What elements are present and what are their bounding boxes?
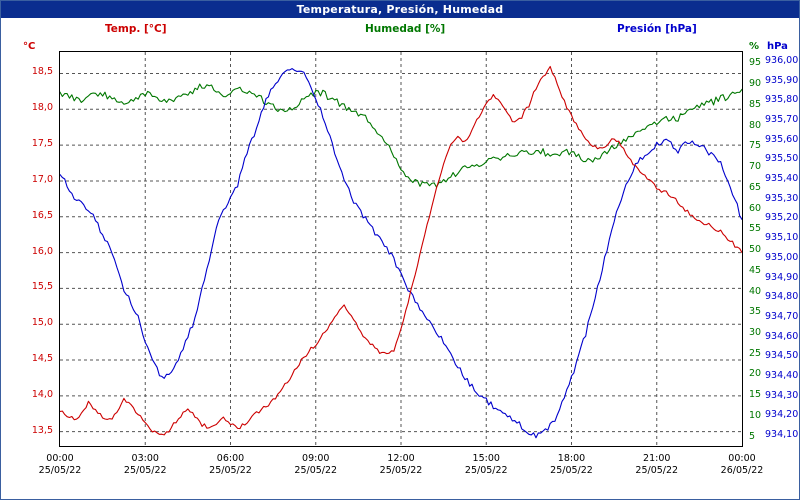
axis-percent-labels: 5 10 15 20 25 30 35 40 45 50 55 60 65 70 75 80 85 90 95 (745, 51, 765, 447)
axis-left-tick: 15,0 (31, 317, 53, 329)
axis-x-tick-time: 06:00 (216, 453, 245, 464)
axis-x-tick: 18:00 25/05/22 (542, 453, 602, 477)
axis-left-tick: 17,0 (31, 173, 53, 185)
axis-hpa-tick: 934,40 (765, 370, 799, 382)
axis-left-tick: 14,0 (31, 388, 53, 400)
axis-percent-tick: 40 (749, 285, 762, 297)
axis-percent-tick: 15 (749, 389, 762, 401)
legend-humidity: Humedad [%] (365, 23, 446, 35)
axis-hpa-tick: 935,20 (765, 212, 799, 224)
plot-area (59, 51, 743, 447)
window-title: Temperatura, Presión, Humedad (1, 1, 799, 18)
axis-x-tick: 03:00 25/05/22 (115, 453, 175, 477)
axis-percent-tick: 50 (749, 244, 762, 256)
axis-percent-tick: 95 (749, 57, 762, 69)
axis-x-tick-date: 25/05/22 (379, 465, 423, 476)
axis-x-tick: 06:00 25/05/22 (201, 453, 261, 477)
axis-hpa-tick: 934,10 (765, 429, 799, 441)
axis-left-tick: 17,5 (31, 138, 53, 150)
axis-hpa-tick: 935,70 (765, 113, 799, 125)
axis-x-tick: 00:00 25/05/22 (30, 453, 90, 477)
chart-canvas (60, 52, 742, 446)
axis-x-tick-time: 09:00 (302, 453, 330, 464)
axis-left-tick: 18,0 (31, 102, 53, 114)
axis-hpa-tick: 934,30 (765, 389, 799, 401)
axis-hpa-labels: 934,10 934,20 934,30 934,40 934,50 934,60 934,… (763, 51, 800, 447)
axis-percent-tick: 60 (749, 202, 762, 214)
axis-left-tick: 13,5 (31, 424, 53, 436)
axis-percent-tick: 80 (749, 119, 762, 131)
axis-percent-tick: 5 (749, 430, 756, 442)
axis-x-tick-date: 25/05/22 (550, 465, 593, 476)
axis-hpa-tick: 935,40 (765, 173, 799, 185)
axis-x-tick-date: 25/05/22 (123, 465, 167, 476)
axis-x-tick-time: 15:00 (472, 453, 500, 464)
axis-percent-tick: 55 (749, 223, 762, 235)
axis-x-tick-time: 00:00 (728, 453, 756, 464)
axis-percent-tick: 90 (749, 78, 762, 90)
axis-left-tick: 18,5 (31, 66, 53, 78)
unit-celsius: °C (23, 41, 36, 52)
axis-x-tick-date: 25/05/22 (38, 465, 82, 476)
axis-percent-tick: 10 (749, 409, 762, 421)
axis-left-tick: 16,0 (31, 245, 53, 257)
axis-percent-tick: 85 (749, 98, 762, 110)
axis-hpa-tick: 934,70 (765, 310, 799, 322)
axis-x-tick-time: 18:00 (557, 453, 586, 464)
axis-x-tick-time: 03:00 (131, 453, 159, 464)
axis-x-tick-date: 25/05/22 (294, 465, 338, 476)
axis-left-tick: 15,5 (31, 281, 53, 293)
axis-x-tick: 21:00 25/05/22 (627, 453, 687, 477)
axis-x-tick-date: 25/05/22 (635, 465, 679, 476)
axis-x-tick: 09:00 25/05/22 (286, 453, 346, 477)
axis-x-tick-date: 26/05/22 (720, 465, 764, 476)
axis-percent-tick: 25 (749, 347, 762, 359)
axis-x-tick: 00:00 26/05/22 (712, 453, 772, 477)
axis-percent-tick: 35 (749, 306, 762, 318)
axis-x-tick-time: 12:00 (387, 453, 415, 464)
axis-hpa-tick: 934,80 (765, 291, 799, 303)
axis-percent-tick: 45 (749, 264, 762, 276)
legend-pressure: Presión [hPa] (617, 23, 697, 35)
axis-hpa-tick: 935,90 (765, 74, 799, 86)
axis-hpa-tick: 935,30 (765, 192, 799, 204)
legend-temperature: Temp. [°C] (105, 23, 167, 35)
axis-x-tick: 12:00 25/05/22 (371, 453, 431, 477)
axis-x-tick-date: 25/05/22 (464, 465, 508, 476)
axis-x-tick-date: 25/05/22 (209, 465, 252, 476)
axis-percent-tick: 65 (749, 181, 762, 193)
axis-hpa-tick: 934,60 (765, 330, 799, 342)
axis-left-tick: 16,5 (31, 209, 53, 221)
axis-x-tick-time: 21:00 (643, 453, 671, 464)
unit-hpa: hPa (767, 41, 788, 52)
axis-x-tick-time: 00:00 (46, 453, 74, 464)
axis-left-labels: 13,5 14,0 14,5 15,0 15,5 16,0 16,5 17,0 17,5 18,0… (1, 51, 57, 447)
axis-hpa-tick: 936,00 (765, 54, 799, 66)
axis-hpa-tick: 934,50 (765, 350, 799, 362)
axis-hpa-tick: 934,20 (765, 409, 799, 421)
unit-percent: % (749, 41, 760, 52)
axis-hpa-tick: 935,60 (765, 133, 799, 145)
axis-percent-tick: 75 (749, 140, 762, 152)
axis-hpa-tick: 935,10 (765, 232, 799, 244)
axis-percent-tick: 30 (749, 327, 762, 339)
axis-hpa-tick: 935,00 (765, 251, 799, 263)
axis-percent-tick: 70 (749, 161, 762, 173)
axis-x-labels: 00:00 25/05/22 03:00 25/05/22 06:00 25/05/22 0… (1, 453, 800, 483)
axis-left-tick: 14,5 (31, 353, 53, 365)
axis-hpa-tick: 935,50 (765, 153, 799, 165)
axis-x-tick: 15:00 25/05/22 (456, 453, 516, 477)
axis-hpa-tick: 934,90 (765, 271, 799, 283)
axis-hpa-tick: 935,80 (765, 94, 799, 106)
axis-percent-tick: 20 (749, 368, 762, 380)
